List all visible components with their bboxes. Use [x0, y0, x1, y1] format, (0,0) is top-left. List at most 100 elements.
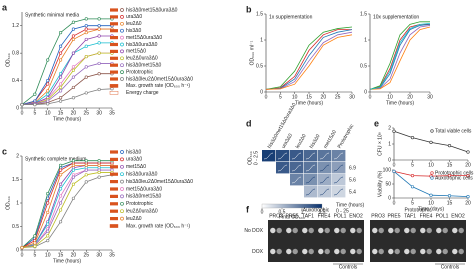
x-tick-label: 15 [306, 94, 312, 100]
spot [286, 248, 292, 255]
x-tick-label: 0 [393, 200, 396, 206]
series-line [21, 63, 112, 105]
data-point [71, 68, 76, 72]
legend-label: his3Δ0 [126, 28, 142, 34]
data-point [46, 102, 50, 106]
legend-marker [120, 49, 124, 54]
data-point [33, 241, 37, 245]
legend-note: Energy charge [126, 90, 159, 96]
legend-marker [120, 70, 124, 74]
plate-image [370, 220, 466, 262]
x-tick-label: 15 [447, 200, 453, 206]
x-tick-label: 20 [71, 110, 77, 116]
series-line [21, 172, 112, 249]
data-point [84, 173, 88, 177]
y-axis-label: OD₆₀₀ [5, 53, 11, 67]
y-tick-label: 0 [16, 247, 19, 253]
spot [420, 227, 426, 234]
growth-curve-icon [277, 164, 288, 172]
legend-marker [430, 171, 434, 175]
x-tick-label: 5 [411, 200, 414, 206]
data-point [58, 208, 63, 212]
data-point [46, 99, 50, 103]
colorbar-tick-label: 1 [301, 209, 304, 215]
spot [404, 248, 410, 255]
spot [340, 248, 346, 255]
data-point [46, 229, 50, 233]
column-label: his3Δ0 [309, 133, 322, 149]
legend-icon [110, 8, 118, 12]
controls-label: Controls [441, 264, 460, 270]
data-point [429, 193, 433, 197]
series-line [369, 25, 431, 90]
spot [442, 248, 448, 255]
spot [318, 227, 324, 234]
spot [270, 248, 276, 255]
data-point [71, 168, 76, 172]
y-tick-label: 1 [260, 37, 263, 43]
data-point [46, 210, 50, 214]
spot [308, 248, 314, 255]
data-point [84, 44, 88, 48]
y-tick-label: 0 [260, 89, 263, 95]
data-point [46, 239, 50, 243]
x-tick-label: 30 [96, 110, 102, 116]
y-tick-label: 0 [388, 157, 391, 163]
legend-marker [120, 35, 124, 40]
x-tick-label: 35 [109, 252, 115, 258]
spot [378, 248, 384, 255]
legend-icon [110, 165, 118, 169]
y-tick-label: 2 [16, 153, 19, 159]
plate-image [268, 220, 364, 262]
legend-note-icon [109, 84, 119, 88]
heatmap-cell [318, 162, 332, 174]
heatmap-cell [290, 174, 304, 186]
legend-icon [110, 217, 118, 221]
data-point [71, 65, 76, 69]
growth-curve-icon [333, 152, 344, 160]
colorbar-label: Final OD₆₀₀ [279, 214, 305, 220]
x-tick-label: 10 [292, 94, 298, 100]
column-label: POL1 [436, 213, 449, 219]
heatmap-cell [290, 162, 304, 174]
data-point [110, 87, 114, 91]
heatmap-cell [290, 150, 304, 162]
y-tick-label: 0 [16, 105, 19, 111]
chart-title: Synthetic minimal media [25, 12, 79, 18]
data-point [429, 140, 433, 144]
legend-label: his3Δ0leu2Δ0met15Δ0ura3Δ0 [126, 179, 193, 185]
x-axis-label: Time (hours) [295, 100, 323, 106]
x-tick-label: 35 [109, 110, 115, 116]
data-point [84, 30, 88, 35]
series-line [369, 24, 431, 90]
legend-marker [120, 216, 124, 221]
legend-marker [120, 209, 124, 214]
legend-label: his3Δ0ura3Δ0 [126, 172, 158, 178]
data-point [71, 163, 76, 167]
heatmap-cell [318, 150, 332, 162]
chart-title: Synthetic complete medium [25, 156, 86, 162]
growth-curve-icon [305, 176, 316, 184]
spot [308, 227, 314, 234]
legend-label: his3Δ0met15Δ0 [126, 194, 162, 200]
x-tick-label: 0 [21, 110, 24, 116]
data-point [58, 163, 63, 167]
spot [426, 227, 432, 234]
data-point [33, 92, 37, 96]
panel-label: a [2, 2, 8, 12]
y-tick-label: 100 [383, 167, 392, 173]
spot [394, 248, 400, 255]
x-tick-label: 20 [465, 162, 471, 168]
data-point [71, 34, 76, 38]
heatmap-cell [332, 150, 346, 162]
y-tick-label: 1.5 [256, 11, 263, 17]
column-label: PRE5 [387, 213, 400, 219]
series-line [21, 165, 112, 249]
data-point [71, 85, 76, 90]
legend-marker [120, 194, 124, 199]
x-axis-label: Time (hours) [53, 258, 81, 264]
data-point [58, 99, 63, 103]
data-point [71, 96, 76, 100]
legend-marker [120, 201, 124, 206]
y-tick-label: 0.5 [12, 224, 19, 230]
